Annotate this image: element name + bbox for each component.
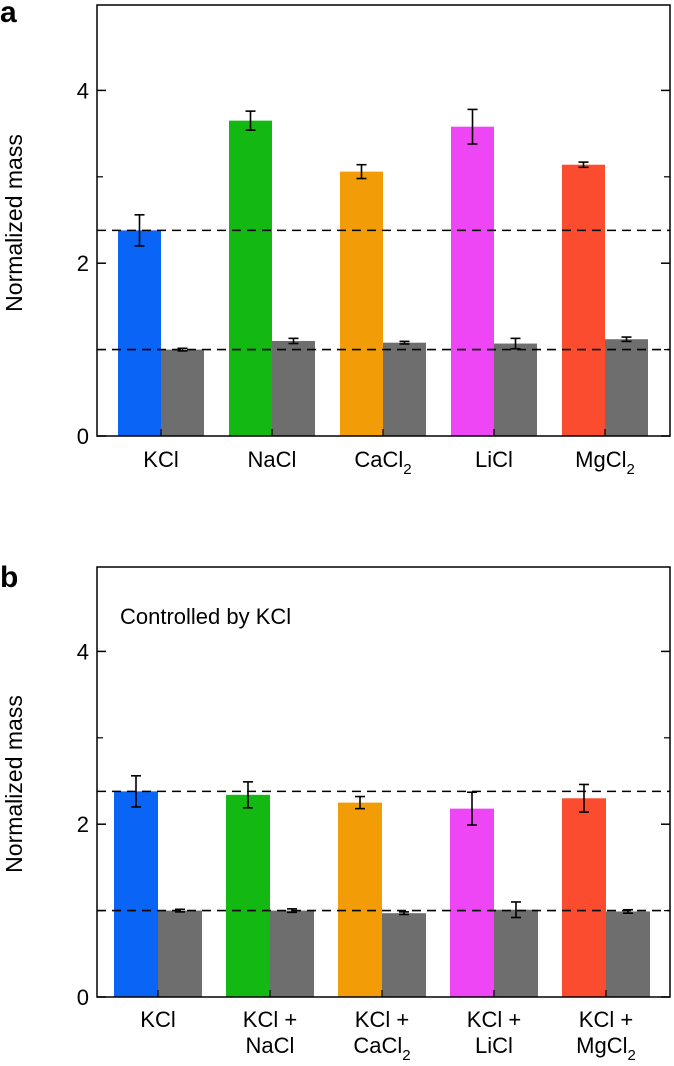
panel-b-bar-salt [226, 794, 270, 997]
panel-b-category-label: KCl [140, 1007, 175, 1032]
panel-a-ytick-label: 2 [77, 251, 89, 276]
panel-a-bar-salt [340, 171, 383, 436]
panel-b-bar-salt [450, 808, 494, 997]
panel-b-bar-salt [114, 791, 158, 997]
panel-b-ylabel: Normalized mass [1, 695, 27, 873]
panel-b-bar-control [382, 913, 426, 997]
panel-b-frame [96, 566, 671, 998]
panel-b: b Normalized mass Controlled by KCl 0 2 4 K… [0, 561, 671, 1064]
panel-a-category-label: KCl [143, 447, 178, 472]
panel-b-ytick-label: 0 [77, 985, 89, 1010]
panel-b-bar-control [158, 910, 202, 997]
panel-b-ytick-label: 4 [77, 639, 89, 664]
panel-b-bar-control [494, 909, 538, 997]
panel-a-category-label: NaCl [248, 447, 297, 472]
panel-a: a Normalized mass 0 2 4 KCl NaCl CaCl2 LiCl MgC… [0, 0, 671, 478]
panel-a-letter: a [0, 0, 17, 29]
panel-b-category-label: KCl + [355, 1007, 409, 1032]
panel-b-category-label: KCl + [467, 1007, 521, 1032]
panel-a-ytick-label: 0 [77, 424, 89, 449]
panel-b-bar-control [270, 910, 314, 997]
panel-b-bar-salt [562, 798, 606, 997]
panel-a-bar-control [272, 340, 315, 436]
panel-b-category-label: CaCl2 [353, 1033, 410, 1064]
panel-b-category-label: KCl + [243, 1007, 297, 1032]
panel-a-ylabel: Normalized mass [1, 134, 27, 312]
panel-a-bar-control [161, 349, 204, 436]
panel-b-category-label: MgCl2 [576, 1033, 636, 1064]
panel-b-annotation: Controlled by KCl [120, 604, 291, 629]
panel-b-bar-control [606, 911, 650, 997]
panel-a-bar-salt [118, 230, 161, 436]
panel-b-letter: b [0, 561, 18, 594]
panel-b-category-label: KCl + [579, 1007, 633, 1032]
panel-a-bar-salt [562, 164, 605, 437]
panel-a-ytick-label: 4 [77, 78, 89, 103]
panel-a-frame [96, 4, 671, 437]
panel-a-plot: 0 2 4 KCl NaCl CaCl2 LiCl MgCl2 [77, 78, 670, 478]
panel-b-category-label: NaCl [246, 1033, 295, 1058]
panel-b-bar-salt [338, 802, 382, 997]
panel-a-bar-salt [229, 120, 272, 436]
panel-a-category-label: LiCl [475, 447, 513, 472]
panel-a-category-label: CaCl2 [354, 447, 411, 478]
panel-b-category-label: LiCl [475, 1033, 513, 1058]
panel-a-bar-salt [451, 126, 494, 437]
panel-a-bar-control [494, 343, 537, 436]
panel-b-ytick-label: 2 [77, 812, 89, 837]
panel-a-category-label: MgCl2 [575, 447, 635, 478]
panel-a-bar-control [605, 339, 648, 436]
panel-a-bar-control [383, 342, 426, 436]
